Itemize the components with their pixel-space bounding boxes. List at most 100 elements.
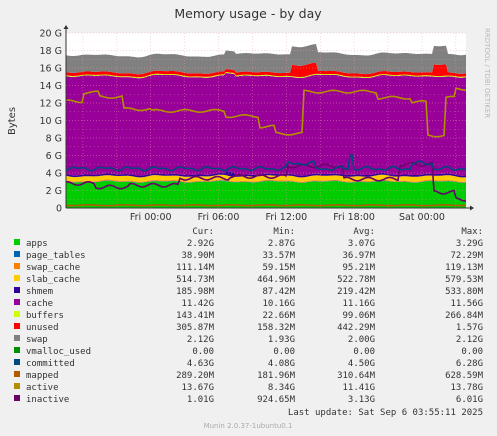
x-tick-label: Fri 00:00	[130, 212, 172, 223]
legend-cur-inactive: 1.01G	[187, 395, 214, 405]
legend-avg-inactive: 3.13G	[348, 395, 375, 405]
y-tick-label: 12 G	[40, 99, 62, 110]
line-mapped	[65, 204, 467, 207]
legend-min-swap: 1.93G	[268, 335, 295, 345]
legend-avg-buffers: 99.06M	[342, 311, 375, 321]
legend-cur-swap: 2.12G	[187, 335, 214, 345]
y-tick-label: 4 G	[46, 169, 62, 180]
legend-min-slab_cache: 464.96M	[257, 275, 296, 285]
legend-min-buffers: 22.66M	[262, 311, 295, 321]
legend-cur-cache: 11.42G	[181, 299, 214, 309]
legend-swatch-page_tables	[14, 251, 20, 257]
x-tick-label: Fri 12:00	[265, 212, 307, 223]
legend-avg-mapped: 310.64M	[337, 371, 376, 381]
line-active	[66, 87, 467, 138]
legend-cur-committed: 4.63G	[187, 359, 214, 369]
legend-max-swap_cache: 119.13M	[445, 263, 484, 273]
legend-name-swap: swap	[26, 335, 48, 345]
legend-avg-slab_cache: 522.78M	[337, 275, 376, 285]
legend-min-shmem: 87.42M	[262, 287, 295, 297]
legend-cur-apps: 2.92G	[187, 239, 214, 249]
area-buffers	[66, 72, 466, 79]
legend-name-page_tables: page_tables	[26, 251, 86, 261]
legend-cur-unused: 305.87M	[176, 323, 215, 333]
legend-cur-swap_cache: 111.14M	[176, 263, 215, 273]
legend-swatch-apps	[14, 239, 20, 245]
legend-cur-page_tables: 38.90M	[181, 251, 214, 261]
legend-max-shmem: 533.80M	[445, 287, 484, 297]
legend-max-page_tables: 72.29M	[450, 251, 483, 261]
area-page_tables	[66, 180, 466, 183]
legend-avg-vmalloc_used: 0.00	[353, 347, 375, 357]
y-tick-label: 0	[56, 204, 62, 215]
y-tick-label: 20 G	[40, 29, 62, 40]
legend-avg-active: 11.41G	[342, 383, 375, 393]
legend-name-vmalloc_used: vmalloc_used	[26, 347, 91, 357]
legend-name-active: active	[26, 383, 59, 393]
legend-swatch-mapped	[14, 371, 20, 377]
legend-swatch-unused	[14, 323, 20, 329]
legend-max-apps: 3.29G	[456, 239, 483, 249]
legend-avg-cache: 11.16G	[342, 299, 375, 309]
legend-avg-apps: 3.07G	[348, 239, 375, 249]
y-tick-label: 2 G	[46, 186, 62, 197]
legend-max-slab_cache: 579.53M	[445, 275, 484, 285]
y-tick-label: 14 G	[40, 81, 62, 92]
legend-swatch-swap	[14, 335, 20, 341]
y-axis-arrow	[63, 25, 69, 29]
area-shmem	[66, 170, 466, 178]
legend-max-buffers: 266.84M	[445, 311, 484, 321]
legend-min-vmalloc_used: 0.00	[273, 347, 295, 357]
legend-min-swap_cache: 59.15M	[262, 263, 295, 273]
x-tick-label: Sat 00:00	[399, 212, 445, 223]
legend-cur-vmalloc_used: 0.00	[192, 347, 214, 357]
legend-col-header: Avg:	[353, 227, 375, 237]
legend-swatch-cache	[14, 299, 20, 305]
area-cache	[66, 72, 466, 176]
chart-title: Memory usage - by day	[174, 6, 322, 21]
legend-swatch-vmalloc_used	[14, 347, 20, 353]
legend-avg-swap: 2.00G	[348, 335, 375, 345]
legend-swatch-shmem	[14, 287, 20, 293]
area-unused	[66, 62, 466, 78]
legend-avg-unused: 442.29M	[337, 323, 376, 333]
line-inactive	[66, 161, 466, 202]
legend-min-apps: 2.87G	[268, 239, 295, 249]
x-axis-arrow	[470, 205, 474, 211]
legend-max-active: 13.78G	[450, 383, 483, 393]
legend-min-inactive: 924.65M	[257, 395, 296, 405]
legend-min-unused: 158.32M	[257, 323, 296, 333]
legend-swatch-committed	[14, 359, 20, 365]
legend-min-active: 8.34G	[268, 383, 295, 393]
legend-name-shmem: shmem	[26, 287, 53, 297]
legend-swatch-active	[14, 383, 20, 389]
legend-cur-mapped: 289.20M	[176, 371, 215, 381]
legend-max-cache: 11.56G	[450, 299, 483, 309]
legend-col-header: Max:	[461, 227, 483, 237]
legend-name-cache: cache	[26, 299, 53, 309]
legend-max-vmalloc_used: 0.00	[461, 347, 483, 357]
x-tick-label: Fri 18:00	[333, 212, 375, 223]
legend-swatch-slab_cache	[14, 275, 20, 281]
y-tick-label: 10 G	[40, 116, 62, 127]
footer-version: Munin 2.0.37-1ubuntu0.1	[204, 422, 293, 430]
legend-name-apps: apps	[26, 239, 48, 249]
line-committed	[65, 154, 467, 172]
legend-cur-buffers: 143.41M	[176, 311, 215, 321]
legend-avg-committed: 4.50G	[348, 359, 375, 369]
legend-min-committed: 4.08G	[268, 359, 295, 369]
watermark: RRDTOOL / TOBI OETIKER	[483, 28, 491, 118]
legend-max-committed: 6.28G	[456, 359, 483, 369]
legend-name-slab_cache: slab_cache	[26, 275, 80, 285]
legend-swatch-swap_cache	[14, 263, 20, 269]
legend-min-mapped: 181.96M	[257, 371, 296, 381]
legend-swatch-buffers	[14, 311, 20, 317]
y-axis-label: Bytes	[7, 107, 18, 135]
last-update: Last update: Sat Sep 6 03:55:11 2025	[288, 408, 483, 418]
legend-name-mapped: mapped	[26, 371, 59, 381]
legend-swatch-inactive	[14, 395, 20, 401]
legend-name-inactive: inactive	[26, 395, 69, 405]
y-tick-label: 18 G	[40, 46, 62, 57]
legend-cur-slab_cache: 514.73M	[176, 275, 215, 285]
